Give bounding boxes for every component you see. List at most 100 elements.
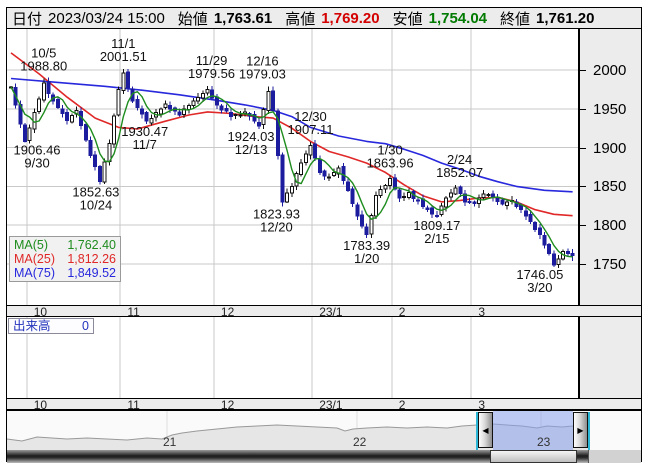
candle xyxy=(252,114,257,122)
candle xyxy=(425,207,430,210)
ohlc-info-bar: 日付 2023/03/24 15:00 始値 1,763.61 高値 1,769… xyxy=(7,8,641,29)
price-tick-mark xyxy=(580,70,586,71)
candle xyxy=(111,115,116,145)
annotation-label: 12/30 1907.11 xyxy=(288,109,334,137)
scroll-right-button[interactable]: ▶ xyxy=(573,412,588,448)
candle xyxy=(430,207,435,215)
candle xyxy=(477,197,481,205)
price-tick-mark xyxy=(580,108,586,110)
candle xyxy=(88,140,93,156)
candle xyxy=(135,99,140,108)
candle xyxy=(378,188,383,197)
navigator-selection[interactable] xyxy=(493,411,573,451)
candle xyxy=(495,197,500,202)
candle xyxy=(551,253,556,266)
navigator-year-label: 23 xyxy=(537,435,551,449)
candle xyxy=(336,167,341,175)
candle xyxy=(322,170,327,177)
candle xyxy=(341,165,346,182)
candle xyxy=(303,153,308,163)
candle xyxy=(60,108,65,115)
price-tick-label: 1850 xyxy=(593,178,627,196)
candle xyxy=(308,144,313,156)
candle xyxy=(388,178,393,187)
ma5-value: 1,762.40 xyxy=(67,238,116,252)
candle xyxy=(266,91,271,112)
candle xyxy=(360,214,364,227)
candle xyxy=(397,189,402,199)
candle xyxy=(55,98,60,109)
candle xyxy=(383,184,388,190)
ma5-line xyxy=(10,86,573,258)
candle xyxy=(369,215,374,235)
candle xyxy=(355,204,360,217)
scrollbar-thumb[interactable] xyxy=(490,450,577,463)
candle xyxy=(472,201,477,204)
annotation-label: 2/24 1852.07 xyxy=(436,152,483,180)
candle xyxy=(27,127,32,141)
candle xyxy=(168,104,173,110)
candle xyxy=(565,251,570,254)
low-label: 安値 xyxy=(392,10,423,28)
scroll-left-button[interactable]: ◀ xyxy=(478,412,493,448)
month-tick-label: 12 xyxy=(220,305,235,319)
chart-window: 日付 2023/03/24 15:00 始値 1,763.61 高値 1,769… xyxy=(6,7,642,463)
range-navigator[interactable]: 21 22 23 xyxy=(7,410,641,451)
candle xyxy=(481,193,486,199)
month-tick-label: 12 xyxy=(220,398,235,412)
candle xyxy=(448,192,453,198)
month-tick-label: 3 xyxy=(478,305,485,319)
gridlines xyxy=(7,29,578,305)
month-tick-label: 10 xyxy=(33,398,48,412)
price-tick-label: 1750 xyxy=(593,256,627,273)
candle xyxy=(205,88,210,94)
chart-scrollbar[interactable] xyxy=(7,450,641,463)
price-tick-mark xyxy=(580,147,586,149)
candle xyxy=(299,162,304,175)
price-tick-mark xyxy=(580,186,586,188)
ma5-row: MA(5) 1,762.40 xyxy=(14,238,116,252)
price-tick-label: 1800 xyxy=(593,217,627,235)
candle xyxy=(537,227,542,236)
candle xyxy=(163,103,168,109)
range-handle-left[interactable] xyxy=(476,412,478,463)
candle xyxy=(69,114,74,123)
candle xyxy=(556,258,561,265)
close-value: 1,761.20 xyxy=(536,9,595,27)
date-value: 2023/03/24 15:00 xyxy=(48,9,165,27)
volume-panel xyxy=(7,317,578,398)
ma25-line xyxy=(10,52,573,217)
ma-legend: MA(5) 1,762.40 MA(25) 1,812.26 MA(75) 1,… xyxy=(9,236,121,282)
candle xyxy=(121,72,126,91)
month-tick-label: 10 xyxy=(33,305,48,319)
candle xyxy=(219,105,224,111)
candle xyxy=(317,159,322,173)
candle xyxy=(228,111,233,118)
price-axis: 2000 1950 1900 1850 1800 1750 xyxy=(578,29,641,305)
candle xyxy=(140,108,145,115)
open-value: 1,763.61 xyxy=(213,9,273,27)
annotation-label: 1/30 1863.96 xyxy=(367,143,414,171)
candle xyxy=(37,98,42,112)
high-label: 高値 xyxy=(285,10,316,28)
candle xyxy=(350,188,355,205)
volume-value: 0 xyxy=(82,319,89,333)
candle xyxy=(257,122,262,127)
scrollbar-end-cap xyxy=(588,450,641,463)
range-handle-right[interactable] xyxy=(588,412,590,463)
month-tick-label: 23/1 xyxy=(319,305,343,319)
close-label: 終値 xyxy=(500,10,531,28)
candle xyxy=(83,123,88,141)
high-value: 1,769.20 xyxy=(321,9,380,27)
candle xyxy=(41,82,46,101)
ma75-row: MA(75) 1,849.52 xyxy=(14,266,116,280)
annotation-label: 1823.93 12/20 xyxy=(253,207,300,235)
candle xyxy=(275,110,280,157)
month-tick-label: 11 xyxy=(127,305,140,319)
annotation-label: 11/1 2001.51 xyxy=(100,36,147,64)
ma75-value: 1,849.52 xyxy=(67,266,116,280)
candlestick-series xyxy=(9,68,575,269)
candle xyxy=(144,112,149,122)
